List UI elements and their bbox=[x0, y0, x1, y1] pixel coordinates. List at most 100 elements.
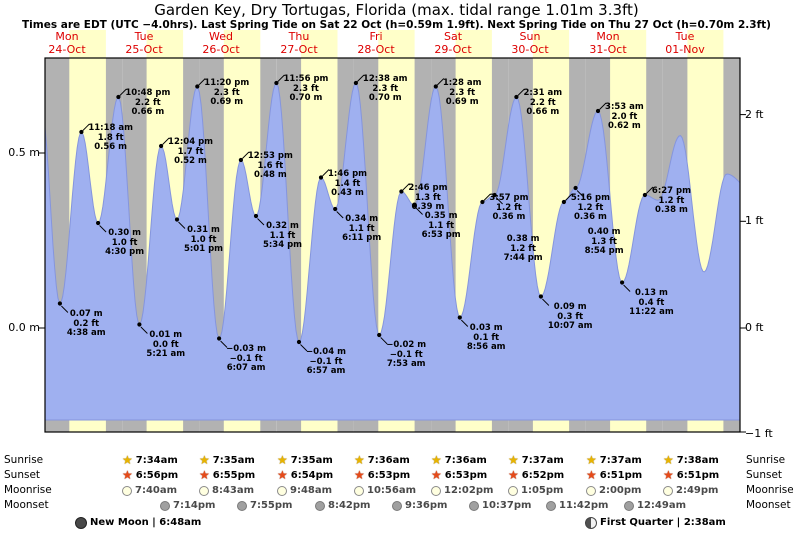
annotation-arrow bbox=[542, 298, 550, 306]
day-label: Wed 26-Oct bbox=[189, 30, 253, 56]
tide-low-annotation: −0.04 m −0.1 ft 6:57 am bbox=[306, 347, 346, 377]
astro-time: 6:54pm bbox=[290, 470, 334, 481]
axis-ticks bbox=[39, 114, 746, 433]
annotation-arrow bbox=[220, 340, 228, 348]
annotation-arrow bbox=[415, 207, 423, 215]
day-label: Thu 27-Oct bbox=[267, 30, 331, 56]
tide-high-annotation: 11:18 am 1.8 ft 0.56 m bbox=[88, 123, 133, 153]
moonrise-row-label: Moonrise bbox=[746, 484, 793, 496]
tide-annotation-line: 6:57 am bbox=[306, 366, 346, 376]
sunrise-icon: ★ bbox=[586, 453, 597, 467]
astro-time: 7:35am bbox=[290, 455, 333, 466]
day-name: Wed bbox=[209, 30, 233, 43]
tide-annotation-line: 0.56 m bbox=[94, 142, 128, 152]
sunrise-entry: ★ 7:37am bbox=[508, 454, 564, 467]
tide-annotation-line: 0.2 ft bbox=[73, 318, 100, 329]
day-name: Tue bbox=[134, 30, 154, 43]
day-date: 01-Nov bbox=[665, 42, 705, 56]
tide-extreme-dot bbox=[318, 175, 324, 180]
sunset-entry: ★ 6:56pm bbox=[122, 469, 178, 482]
tide-annotation-line: 0.03 m bbox=[469, 323, 503, 333]
sunrise-icon: ★ bbox=[199, 453, 210, 467]
annotation-arrow bbox=[436, 78, 445, 86]
sunrise-icon: ★ bbox=[508, 453, 519, 467]
tide-low-annotation: 0.07 m 0.2 ft 4:38 am bbox=[67, 309, 106, 339]
day-label: Mon 31-Oct bbox=[576, 30, 640, 56]
annotation-arrow bbox=[242, 151, 250, 159]
tide-extreme-dot bbox=[174, 217, 180, 222]
sunrise-entry: ★ 7:38am bbox=[663, 454, 719, 467]
sunset-entry: ★ 6:53pm bbox=[431, 469, 487, 482]
astro-time: 6:56pm bbox=[135, 470, 179, 481]
sunset-row-label: Sunset bbox=[746, 469, 783, 481]
tide-high-annotation: 10:48 pm 2.2 ft 0.66 m bbox=[125, 88, 170, 118]
tide-annotation-line: 5:21 am bbox=[146, 349, 186, 359]
sunset-entry: ★ 6:54pm bbox=[277, 469, 333, 482]
astro-time: 12:49am bbox=[637, 500, 686, 511]
astro-time: 11:42pm bbox=[559, 500, 609, 511]
y-axis-label-left: 0.0 m bbox=[8, 321, 40, 334]
day-date: 24-Oct bbox=[48, 42, 86, 56]
astro-time: 7:36am bbox=[444, 455, 487, 466]
tide-extreme-dot bbox=[195, 84, 200, 89]
astro-time: 6:51pm bbox=[599, 470, 643, 481]
tide-annotation-line: 12:53 pm bbox=[247, 151, 293, 161]
tide-annotation-line: 0.38 m bbox=[655, 205, 688, 215]
tide-extreme-dot bbox=[159, 143, 164, 149]
tide-extreme-dot bbox=[253, 213, 259, 219]
moonset-row-label: Moonset bbox=[4, 499, 49, 511]
tide-extreme-dot bbox=[412, 203, 417, 208]
moonset-icon bbox=[392, 500, 402, 511]
moon-phase-label: New Moon | 6:48am bbox=[90, 517, 202, 528]
tide-annotation-line: 7:44 pm bbox=[503, 253, 543, 263]
moon-phase: New Moon | 6:48am bbox=[75, 516, 201, 529]
sunset-entry: ★ 6:55pm bbox=[199, 469, 255, 482]
day-date: 28-Oct bbox=[357, 42, 395, 56]
tide-annotation-line: 2.3 ft bbox=[213, 87, 240, 98]
tide-high-annotation: 3:53 am 2.0 ft 0.62 m bbox=[605, 102, 644, 132]
tide-annotation-line: 5:34 pm bbox=[262, 240, 303, 250]
annotation-arrow bbox=[198, 78, 206, 86]
tide-extreme-dot bbox=[296, 339, 302, 345]
tide-extreme-dot bbox=[514, 94, 519, 100]
tide-annotation-line: 1.2 ft bbox=[510, 243, 536, 254]
day-date: 25-Oct bbox=[125, 42, 163, 56]
tide-annotation-line: 2.3 ft bbox=[372, 83, 399, 94]
tide-annotation-line: 0.4 ft bbox=[638, 297, 665, 308]
tide-annotation-line: 2.0 ft bbox=[611, 111, 638, 122]
tide-annotation-line: 1.6 ft bbox=[257, 160, 284, 171]
tide-annotation-line: 2:31 am bbox=[523, 88, 563, 98]
sunrise-entry: ★ 7:35am bbox=[277, 454, 333, 467]
moonrise-icon bbox=[277, 485, 287, 496]
tide-annotation-line: 1.2 ft bbox=[658, 195, 685, 206]
astro-time: 8:43am bbox=[212, 485, 255, 496]
tide-annotation-line: 0.66 m bbox=[131, 107, 165, 117]
astro-time: 7:40am bbox=[135, 485, 178, 496]
sunrise-icon: ★ bbox=[354, 453, 365, 467]
moonset-entry: 9:36pm bbox=[392, 499, 447, 512]
tide-low-annotation: 0.03 m 0.1 ft 8:56 am bbox=[467, 323, 506, 353]
astro-time: 7:55pm bbox=[250, 500, 293, 511]
tide-extreme-dot bbox=[480, 199, 485, 205]
tide-annotation-line: 3:57 pm bbox=[489, 193, 529, 203]
tide-annotation-line: 0.1 ft bbox=[473, 332, 500, 343]
day-name: Tue bbox=[675, 30, 695, 43]
tide-extreme-dot bbox=[274, 80, 279, 86]
tide-annotation-line: 0.69 m bbox=[445, 97, 479, 107]
sunset-icon: ★ bbox=[663, 468, 674, 482]
tide-annotation-line: 12:38 am bbox=[362, 74, 408, 84]
moonset-icon bbox=[160, 500, 170, 511]
astro-time: 7:37am bbox=[599, 455, 642, 466]
moonset-icon bbox=[237, 500, 247, 511]
tide-annotation-line: 1.7 ft bbox=[177, 146, 204, 157]
tide-extreme-dot bbox=[116, 94, 121, 100]
tide-annotation-line: 2.3 ft bbox=[449, 87, 476, 98]
sunrise-entry: ★ 7:36am bbox=[354, 454, 410, 467]
tide-low-annotation: 0.13 m 0.4 ft 11:22 am bbox=[629, 288, 674, 318]
tide-annotation-line: 1.1 ft bbox=[269, 230, 296, 241]
day-name: Sat bbox=[443, 30, 463, 43]
tide-annotation-line: 1.3 ft bbox=[415, 192, 441, 203]
tide-extreme-dot bbox=[642, 192, 648, 198]
sunset-entry: ★ 6:53pm bbox=[354, 469, 410, 482]
tide-extreme-dot bbox=[353, 80, 358, 86]
